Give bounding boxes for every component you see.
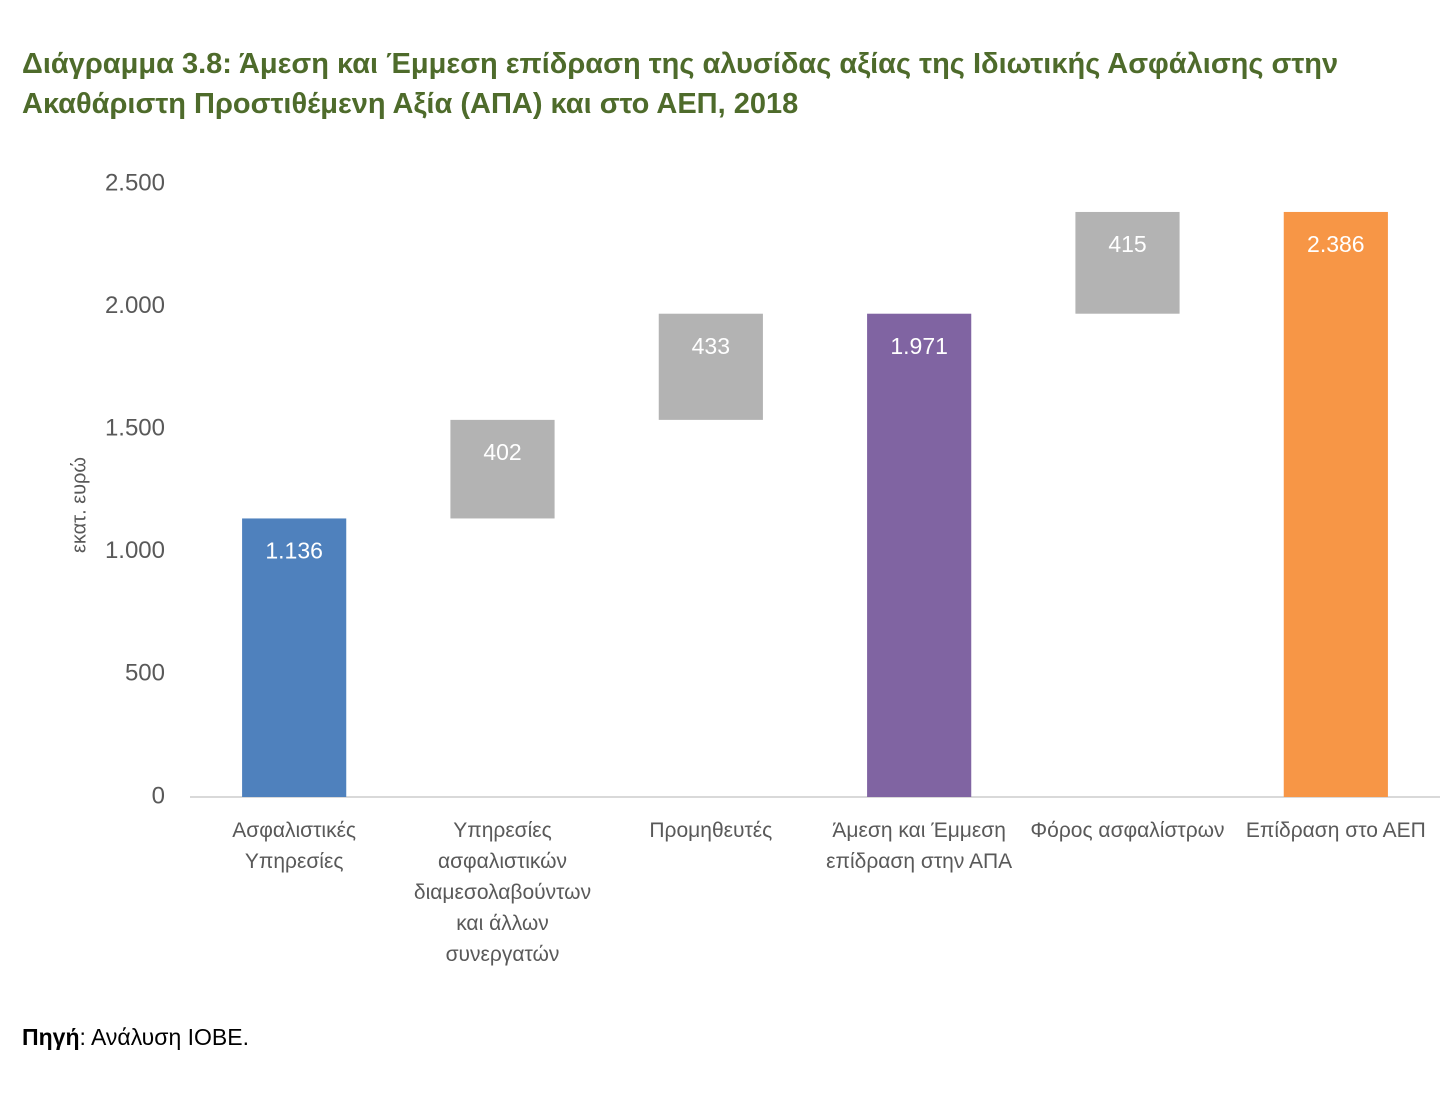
y-tick-label: 500	[125, 660, 165, 687]
y-axis-label: εκατ. ευρώ	[68, 457, 90, 553]
value-label: 1.971	[890, 333, 948, 359]
x-tick-label: Φόρος ασφαλίστρων	[1030, 819, 1225, 842]
value-label: 2.386	[1307, 231, 1365, 257]
x-tick-label: Προμηθευτές	[649, 819, 773, 842]
bar	[242, 518, 347, 797]
y-tick-label: 2.000	[105, 292, 165, 319]
bar	[1075, 211, 1180, 314]
x-tick-label: Επίδραση στο ΑΕΠ	[1245, 819, 1426, 842]
source-label: Πηγή	[22, 1024, 80, 1050]
x-tick-label: Υπηρεσίες ασφαλιστικών διαμεσολαβούντων …	[413, 819, 592, 966]
x-tick-label: Άμεση και Έμμεση επίδραση στην ΑΠΑ	[826, 819, 1013, 873]
y-tick-label: 2.500	[105, 169, 165, 196]
bar	[1283, 211, 1388, 797]
x-tick-label: Ασφαλιστικές Υπηρεσίες	[232, 819, 357, 873]
y-tick-label: 0	[152, 782, 165, 809]
value-label: 1.136	[265, 538, 323, 564]
bar	[450, 419, 555, 519]
bar	[658, 313, 763, 420]
value-label: 415	[1108, 231, 1146, 257]
source-text: : Ανάλυση ΙΟΒΕ.	[79, 1024, 250, 1050]
y-tick-label: 1.000	[105, 537, 165, 564]
value-label: 433	[692, 333, 730, 359]
y-tick-label: 1.500	[105, 415, 165, 442]
source: Πηγή: Ανάλυση ΙΟΒΕ.	[22, 1024, 249, 1051]
value-label: 402	[483, 439, 521, 465]
bar	[867, 313, 972, 797]
chart-title: Διάγραμμα 3.8: Άμεση και Έμμεση επίδραση…	[22, 48, 1339, 120]
